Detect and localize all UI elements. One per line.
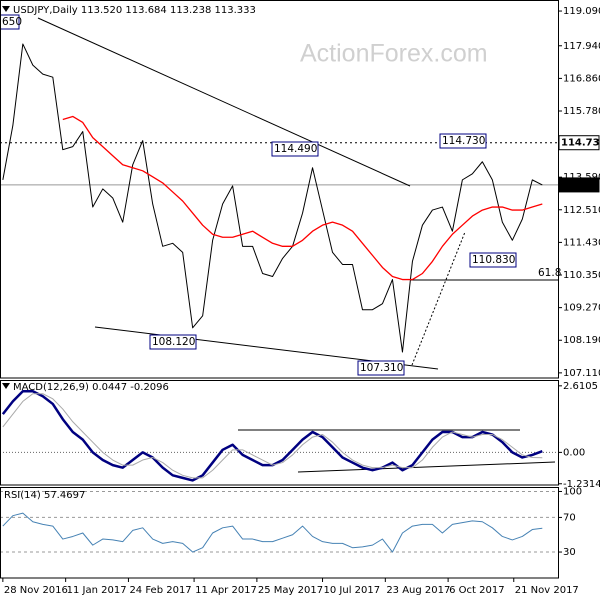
level-label: 114.730 (561, 138, 600, 149)
annotations: 650 114.490 108.120 107.310 114.730 110.… (0, 14, 561, 376)
annotation-box (469, 252, 517, 268)
series-line (2, 43, 543, 353)
rsi-frame (0, 487, 559, 579)
macd-trendline (297, 461, 556, 473)
y-tick-label: 116.860 (563, 73, 600, 84)
annotation-box (357, 360, 405, 376)
watermark: ActionForex.com (300, 40, 488, 68)
annotation-box (439, 133, 487, 149)
plot (1, 43, 543, 553)
y-tick-label: 108.190 (563, 335, 600, 346)
x-tick-label: 28 Nov 2016 (4, 585, 68, 596)
y-tick-label: 109.270 (563, 303, 600, 314)
y-tick-label: 30 (563, 547, 576, 558)
y-tick-label: 119.090 (563, 6, 600, 17)
y-tick-label: -1.2314 (563, 479, 600, 490)
y-tick-label: 2.6105 (563, 381, 598, 392)
series-line (2, 393, 543, 479)
x-tick-label: 11 Jan 2017 (67, 585, 127, 596)
header-icon (2, 383, 10, 389)
y-tick-label: 110.350 (563, 270, 600, 281)
annotation-box (271, 141, 319, 157)
y-tick-label: 100 (563, 486, 582, 497)
y-tick-label: 111.430 (563, 237, 600, 248)
annotation: 110.830 (472, 254, 515, 266)
y-tick-label: 0.00 (563, 447, 585, 458)
y-tick-label: 117.940 (563, 41, 600, 52)
annotation-box (0, 14, 20, 30)
x-tick-label: 23 Aug 2017 (386, 585, 450, 596)
trendline (37, 17, 411, 187)
x-tick-label: 24 Feb 2017 (129, 585, 191, 596)
annotation-box (149, 334, 197, 350)
annotation: 114.730 (442, 135, 485, 147)
annotation: 107.310 (360, 362, 403, 374)
y-tick-label: 112.510 (563, 205, 600, 216)
macd-header: MACD(12,26,9) 0.0447 -0.2096 (13, 382, 169, 393)
series-line (2, 512, 543, 553)
annotation: 650 (2, 16, 22, 28)
price-header: USDJPY,Daily 113.520 113.684 113.238 113… (13, 5, 256, 16)
level-box (558, 135, 600, 151)
annotation: 114.490 (274, 143, 317, 155)
annotation: 108.120 (152, 336, 195, 348)
y-tick-label: 70 (563, 512, 576, 523)
x-tick-label: 11 Apr 2017 (195, 585, 257, 596)
x-tick-label: 6 Oct 2017 (449, 585, 504, 596)
y-tick-label: 115.780 (563, 106, 600, 117)
trendlines (37, 17, 558, 473)
macd-frame (0, 380, 559, 486)
series-line (62, 115, 543, 281)
y-tick-label: 107.110 (563, 368, 600, 379)
fib-label: 61.8 (538, 267, 561, 279)
level-box (558, 177, 600, 193)
x-tick-label: 10 Jul 2017 (324, 585, 381, 596)
x-tick-label: 21 Nov 2017 (515, 585, 579, 596)
rsi-header: RSI(14) 57.4697 (4, 490, 85, 501)
header-icon (2, 6, 10, 12)
level-label: 113.333 (561, 180, 600, 191)
x-tick-label: 25 May 2017 (258, 585, 323, 596)
